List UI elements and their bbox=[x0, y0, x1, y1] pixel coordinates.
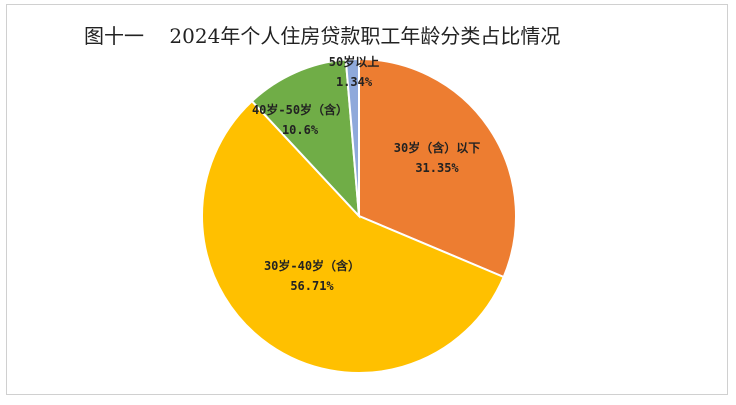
pie-slice bbox=[358, 57, 517, 279]
slice-value-label: 10.6% bbox=[282, 123, 319, 137]
slice-label: 30岁-40岁（含） bbox=[264, 258, 360, 273]
chart-frame bbox=[6, 4, 728, 395]
slice-value-label: 56.71% bbox=[290, 279, 334, 293]
slice-label: 50岁以上 bbox=[329, 54, 379, 69]
pie-slice bbox=[250, 58, 361, 219]
slice-value-label: 31.35% bbox=[415, 161, 459, 175]
chart-title: 图十一 2024年个人住房贷款职工年龄分类占比情况 bbox=[84, 24, 561, 48]
slice-value-label: 1.34% bbox=[336, 75, 373, 89]
slice-label: 40岁-50岁（含） bbox=[252, 102, 348, 117]
pie-slice bbox=[344, 57, 360, 217]
pie-slice bbox=[201, 99, 505, 374]
slice-label: 30岁（含）以下 bbox=[394, 140, 480, 155]
